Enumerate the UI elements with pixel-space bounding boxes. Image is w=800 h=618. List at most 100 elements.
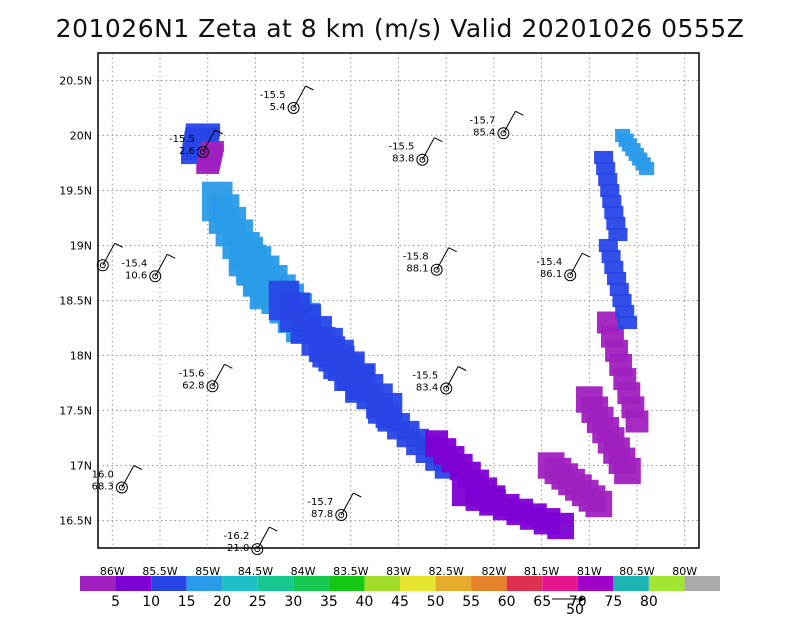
- station-label-top: -15.4: [121, 258, 147, 269]
- station-label-bottom: 2.6: [179, 146, 195, 157]
- station-marker: [149, 270, 162, 283]
- station-marker: [251, 543, 264, 556]
- chart-title: 201026N1 Zeta at 8 km (m/s) Valid 202010…: [55, 14, 745, 43]
- wind-barb: [448, 247, 457, 253]
- colorbar-swatch: [80, 576, 116, 591]
- swath-cell: [614, 457, 641, 485]
- station-label-bottom: 83.4: [416, 383, 438, 394]
- colorbar-label: 80: [640, 594, 658, 610]
- station-label-top: -15.4: [536, 257, 562, 268]
- swath-cell: [196, 163, 220, 174]
- station-label-bottom: 86.1: [540, 269, 562, 280]
- swath-cell: [585, 490, 613, 518]
- x-tick-label: 80W: [672, 565, 697, 578]
- swath-cell: [600, 183, 620, 198]
- wind-barb: [515, 110, 524, 116]
- colorbar-label: 75: [604, 594, 622, 610]
- swath-cell: [604, 260, 624, 275]
- reference-vector-arrowhead: [580, 596, 585, 602]
- station-marker: [500, 130, 507, 137]
- colorbar-label: 60: [498, 594, 516, 610]
- station-label-bottom: 85.4: [473, 127, 495, 138]
- x-tick-label: 82.5W: [429, 565, 464, 578]
- y-tick-label: 18.5N: [59, 295, 92, 308]
- wind-barb: [202, 129, 216, 153]
- colorbar-swatch: [115, 576, 152, 591]
- station-marker: [416, 153, 429, 166]
- colorbar-label: 40: [356, 594, 374, 610]
- station-label-top: -15.7: [470, 115, 496, 126]
- station-label-top: -15.5: [412, 371, 438, 382]
- station-marker: [287, 102, 300, 114]
- colorbar-swatch: [648, 576, 685, 591]
- colorbar-swatch: [684, 576, 720, 591]
- station-marker: [338, 512, 345, 518]
- station-label-bottom: 87.8: [311, 509, 333, 520]
- x-tick-label: 81W: [577, 565, 602, 578]
- colorbar-label: 10: [142, 594, 160, 610]
- colorbar-swatch: [542, 576, 578, 591]
- y-tick-label: 17.5N: [59, 405, 92, 418]
- wind-barb: [256, 526, 270, 550]
- swath-cell: [612, 293, 632, 308]
- station-label-top: -15.5: [388, 142, 414, 153]
- x-tick-label: 84W: [291, 565, 316, 578]
- colorbar-label: 30: [284, 594, 302, 610]
- wind-barb: [502, 111, 516, 134]
- x-tick-label: 85W: [195, 565, 220, 578]
- wind-barb: [121, 465, 135, 488]
- plot-area: -15.55.4-15.52.6 -15.583.8-15.785.4-15.41…: [59, 52, 700, 578]
- station-label-top: 16.0: [92, 470, 114, 481]
- station-label-top: -16.2: [223, 531, 249, 542]
- wind-barb: [581, 252, 591, 258]
- x-tick-label: 85.5W: [142, 565, 177, 578]
- colorbar-label: 50: [427, 594, 445, 610]
- station-marker: [443, 385, 450, 392]
- colorbar-swatch: [151, 576, 187, 591]
- x-tick-label: 83W: [386, 565, 411, 578]
- station-label-top: -15.8: [403, 252, 429, 263]
- station-marker: [497, 127, 510, 140]
- colorbar-label: 45: [391, 594, 409, 610]
- wind-barb: [445, 366, 459, 389]
- swath-cell: [606, 216, 626, 231]
- wind-barb: [293, 85, 307, 109]
- wind-barb: [154, 254, 168, 277]
- station-label-bottom: 62.8: [182, 380, 204, 391]
- colorbar-swatch: [328, 576, 365, 591]
- colorbar-label: 25: [249, 594, 267, 610]
- station-label-top: -15.5: [260, 90, 286, 101]
- swath-cell: [602, 194, 622, 209]
- station-label-bottom: 88.1: [406, 264, 428, 275]
- colorbar-swatch: [222, 576, 258, 591]
- y-tick-label: 18N: [70, 350, 92, 363]
- swath-cell: [594, 150, 614, 165]
- wind-barb: [421, 137, 435, 160]
- swath-cell: [601, 249, 621, 264]
- y-tick-label: 19N: [70, 240, 92, 253]
- wind-barb: [167, 253, 176, 259]
- swath-cell: [608, 227, 628, 242]
- plot-frame: [97, 52, 700, 549]
- colorbar-swatch: [257, 576, 294, 591]
- wind-barb: [102, 243, 116, 266]
- wind-barb: [436, 247, 450, 270]
- station-marker: [199, 149, 206, 155]
- station-label-bottom: 5.4: [270, 102, 286, 113]
- station-marker: [209, 383, 216, 390]
- swath-cell: [615, 304, 635, 319]
- swath-cell: [625, 410, 649, 433]
- swath-cell: [607, 271, 627, 286]
- station-marker: [335, 509, 348, 521]
- station-marker: [433, 266, 440, 273]
- station-marker: [206, 380, 219, 393]
- swath-cell: [617, 315, 637, 330]
- swath-cell: [547, 512, 575, 540]
- colorbar-swatch: [506, 576, 543, 591]
- station-label-bottom: 68.3: [92, 482, 114, 493]
- wind-barb: [340, 492, 354, 516]
- colorbar-label: 35: [320, 594, 338, 610]
- colorbar-swatch: [435, 576, 472, 591]
- x-tick-label: 82W: [481, 565, 506, 578]
